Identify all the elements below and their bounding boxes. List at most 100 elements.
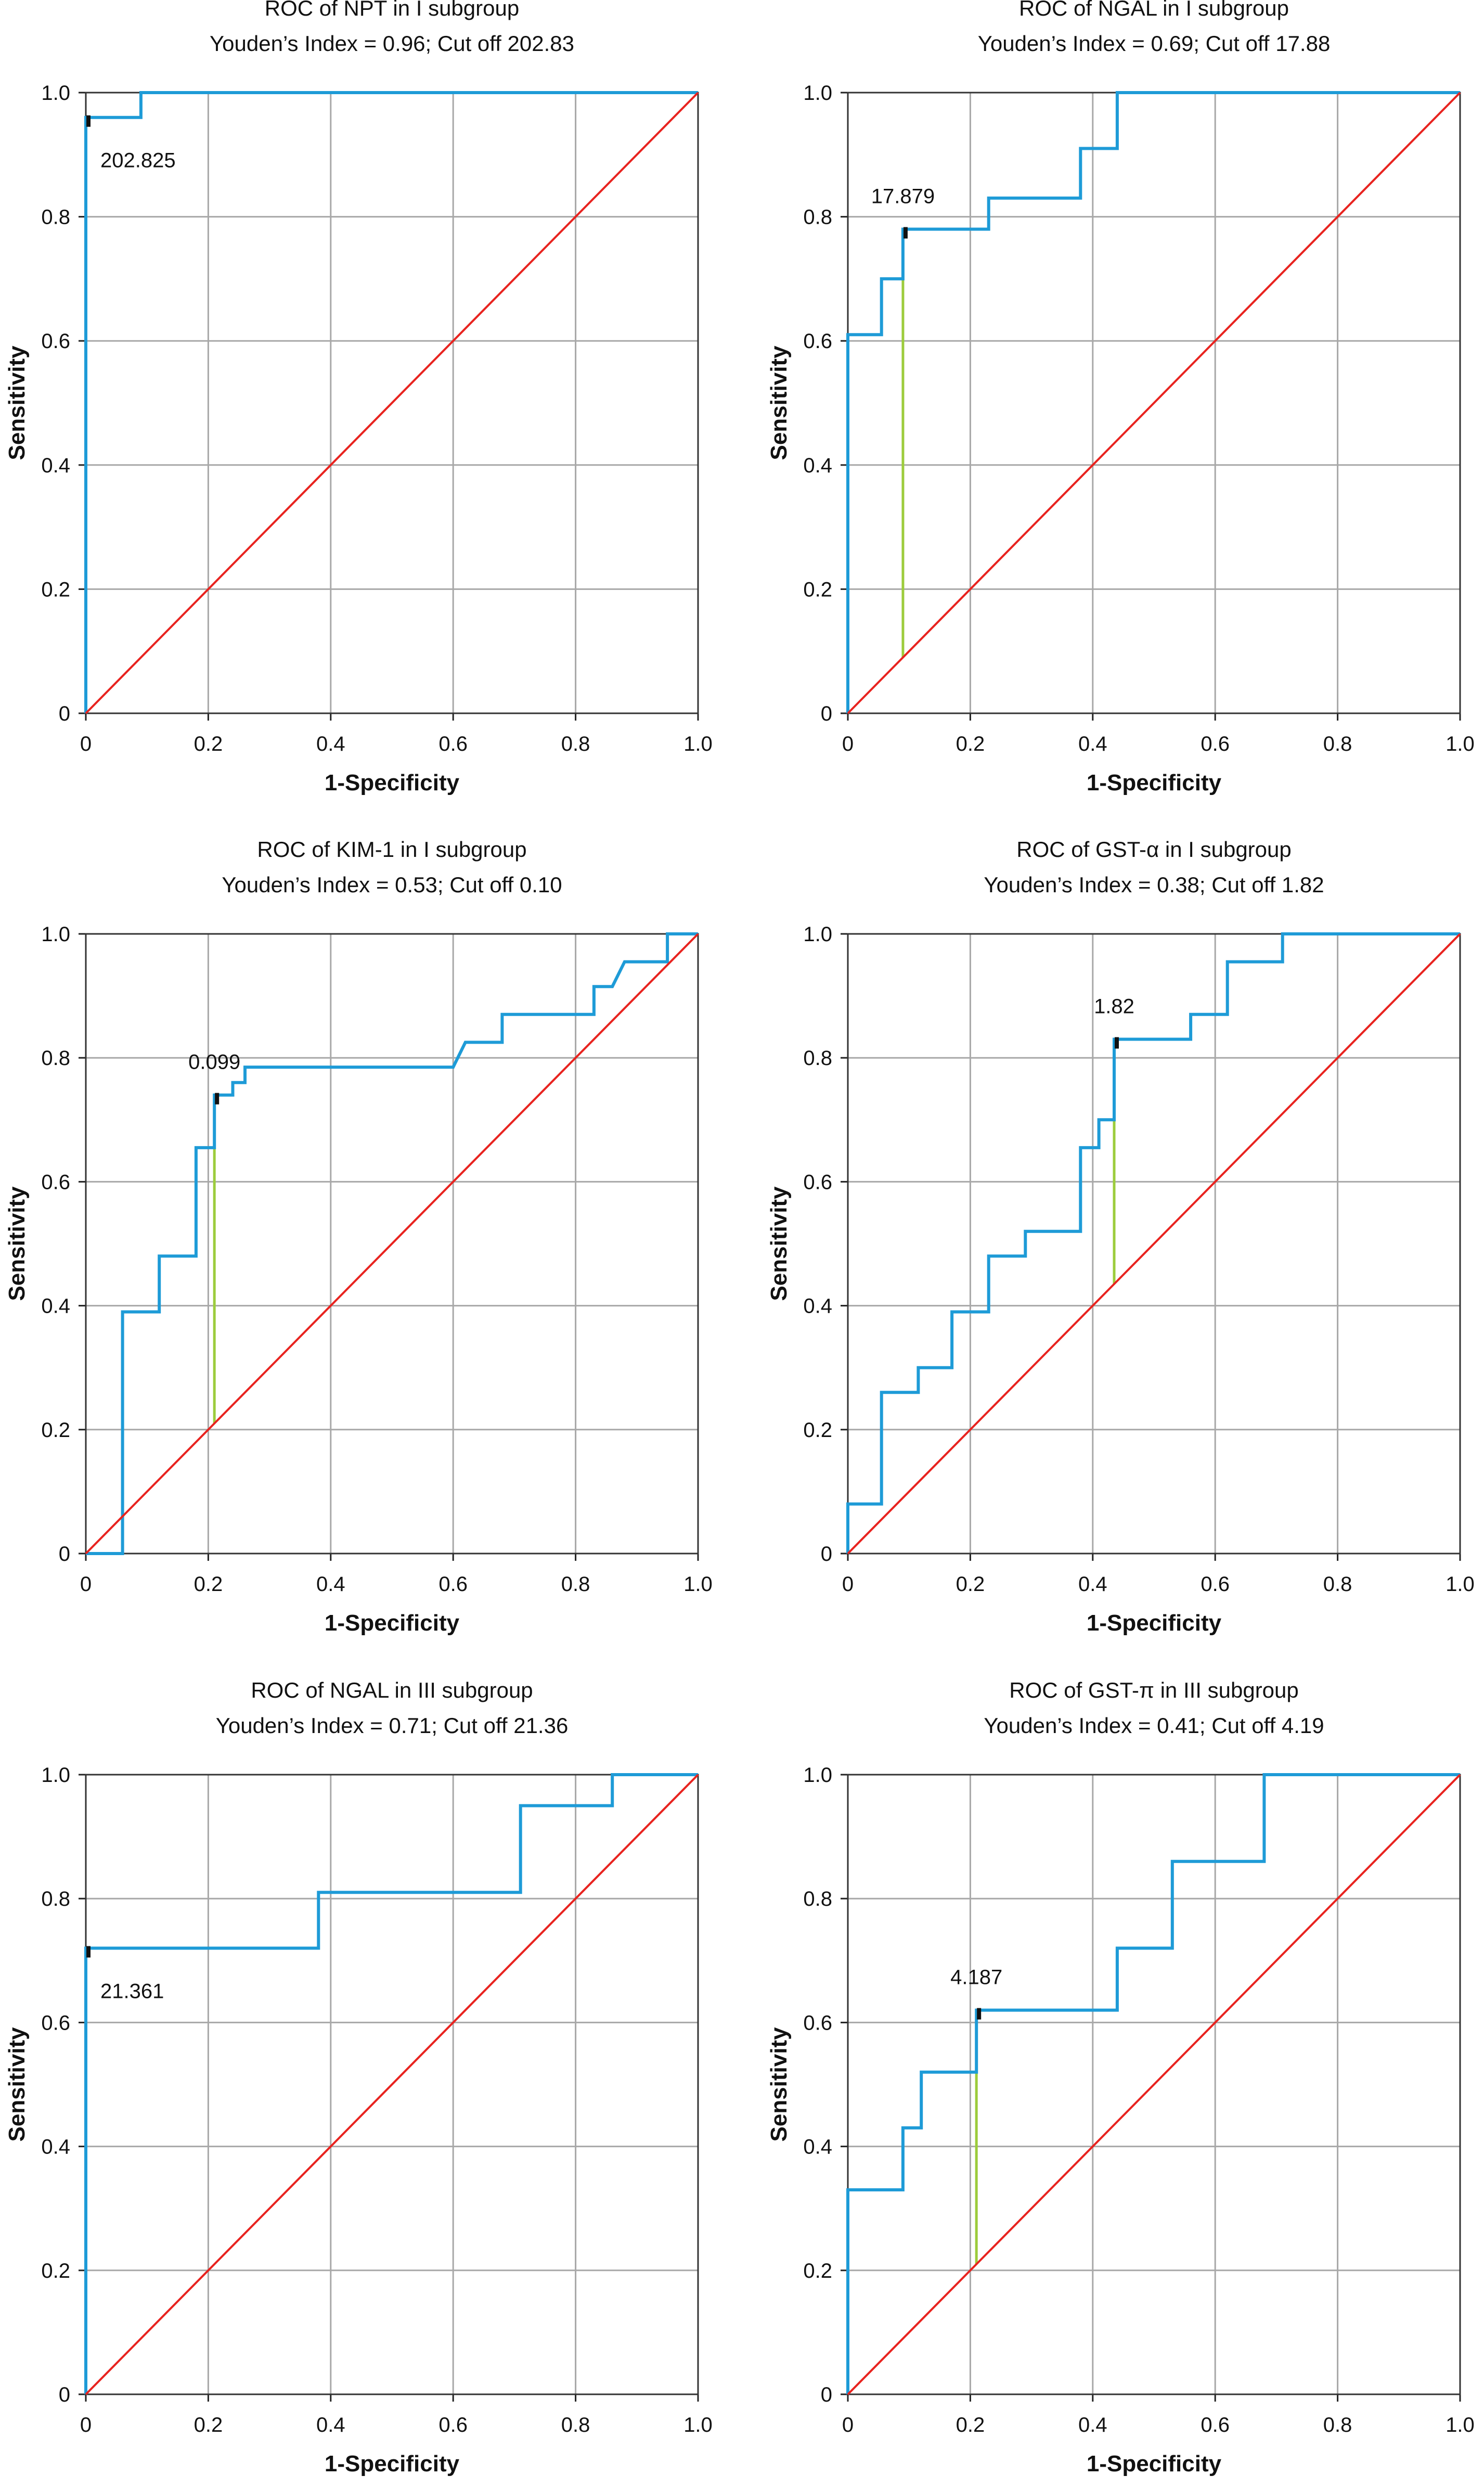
x-tick-label: 0 [80,1573,92,1596]
y-tick-label: 0.2 [41,2260,70,2282]
y-tick-label: 1.0 [41,923,70,946]
chart-title: ROC of NGAL in III subgroup [251,1678,533,1702]
y-tick-label: 1.0 [803,82,832,105]
reference-diagonal [85,933,699,1555]
x-tick-label: 0.4 [1078,1573,1107,1596]
chart-subtitle: Youden’s Index = 0.41; Cut off 4.19 [984,1713,1324,1738]
chart-subtitle: Youden’s Index = 0.53; Cut off 0.10 [222,873,562,897]
x-tick-label: 0 [80,733,92,755]
y-tick-label: 1.0 [41,82,70,105]
x-tick-label: 0.8 [561,733,590,755]
x-tick-label: 0.4 [1078,733,1107,755]
chart-subtitle: Youden’s Index = 0.38; Cut off 1.82 [984,873,1324,897]
cutoff-marker [1114,1037,1119,1049]
x-tick-label: 0.4 [316,2414,345,2436]
y-tick-label: 0.6 [803,1171,832,1194]
x-tick-label: 0.4 [316,1573,345,1596]
roc-panel-6: ROC of GST-π in III subgroup Youden’s Ind… [766,1678,1475,2477]
x-tick-label: 0.4 [1078,2414,1107,2436]
x-tick-label: 0.8 [1323,733,1352,755]
cutoff-label: 0.099 [188,1051,240,1074]
roc-curve [846,1773,1460,2394]
x-tick-label: 1.0 [1446,2414,1475,2436]
y-tick-label: 0.4 [41,1295,70,1318]
x-axis-label: 1-Specificity [1087,2451,1222,2477]
y-tick-label: 0.2 [803,578,832,601]
chart-title: ROC of KIM-1 in I subgroup [257,837,526,862]
cutoff-marker [215,1093,220,1105]
cutoff-label: 1.82 [1094,995,1134,1018]
y-tick-label: 0.2 [803,2260,832,2282]
cutoff-marker [86,1946,91,1958]
y-tick-label: 1.0 [41,1764,70,1787]
plot-frame [847,933,1461,1555]
chart-title: ROC of GST-π in III subgroup [1009,1678,1299,1702]
y-axis-label: Sensitivity [4,1186,30,1301]
roc-curve [84,91,698,713]
x-axis-label: 1-Specificity [1087,770,1222,796]
cutoff-label: 4.187 [950,1966,1002,1989]
y-tick-label: 0.8 [803,1888,832,1910]
y-tick-label: 0.6 [803,2011,832,2034]
x-tick-label: 0.8 [561,1573,590,1596]
x-tick-label: 1.0 [683,2414,713,2436]
y-axis-label: Sensitivity [766,1186,792,1301]
y-tick-label: 0.8 [41,206,70,229]
x-tick-label: 0.2 [956,733,985,755]
reference-diagonal [847,933,1461,1555]
roc-panel-1: ROC of NPT in I subgroup Youden’s Index =… [4,0,713,796]
y-tick-label: 0.4 [41,2136,70,2159]
x-tick-label: 0.8 [1323,1573,1352,1596]
x-axis-label: 1-Specificity [325,1610,460,1636]
y-tick-label: 0.6 [803,330,832,353]
y-tick-label: 0.2 [803,1419,832,1442]
x-axis-label: 1-Specificity [1087,1610,1222,1636]
y-axis-label: Sensitivity [4,2027,30,2142]
y-tick-label: 0 [821,1543,832,1566]
chart-subtitle: Youden’s Index = 0.71; Cut off 21.36 [216,1713,569,1738]
y-tick-label: 0 [59,702,70,725]
x-tick-label: 0.6 [438,2414,468,2436]
x-tick-label: 0.6 [1201,1573,1230,1596]
y-tick-label: 0.4 [41,454,70,477]
x-axis-label: 1-Specificity [325,770,460,796]
y-axis-label: Sensitivity [766,345,792,460]
chart-title: ROC of NGAL in I subgroup [1019,0,1289,20]
roc-curve [84,1773,698,2394]
x-axis-label: 1-Specificity [325,2451,460,2477]
y-tick-label: 0 [821,2383,832,2406]
x-tick-label: 0.2 [956,2414,985,2436]
y-tick-label: 0.4 [803,1295,832,1318]
chart-title: ROC of NPT in I subgroup [265,0,519,20]
x-tick-label: 1.0 [1446,733,1475,755]
cutoff-marker [977,2008,982,2020]
roc-panel-2: ROC of NGAL in I subgroup Youden’s Index … [766,0,1475,796]
x-tick-label: 0.6 [1201,2414,1230,2436]
cutoff-label: 21.361 [100,1980,164,2003]
y-tick-label: 0.4 [803,2136,832,2159]
y-axis-label: Sensitivity [4,345,30,460]
y-tick-label: 0.8 [41,1047,70,1070]
chart-subtitle: Youden’s Index = 0.96; Cut off 202.83 [210,31,574,56]
y-tick-label: 0.8 [803,1047,832,1070]
roc-curve [846,91,1460,713]
y-tick-label: 0.8 [41,1888,70,1910]
x-tick-label: 0.8 [1323,2414,1352,2436]
x-tick-label: 0.2 [194,1573,223,1596]
y-tick-label: 0.4 [803,454,832,477]
cutoff-label: 17.879 [871,185,935,208]
plot-frame [847,1774,1461,2395]
x-tick-label: 1.0 [683,733,713,755]
reference-diagonal [85,92,699,714]
chart-subtitle: Youden’s Index = 0.69; Cut off 17.88 [978,31,1331,56]
reference-diagonal [847,92,1461,714]
reference-diagonal [847,1774,1461,2395]
roc-curve [846,932,1460,1554]
x-tick-label: 0 [842,1573,854,1596]
y-tick-label: 0.6 [41,1171,70,1194]
y-tick-label: 0.2 [41,1419,70,1442]
y-tick-label: 0.6 [41,2011,70,2034]
cutoff-marker [86,115,91,127]
roc-panel-5: ROC of NGAL in III subgroup Youden’s Inde… [4,1678,713,2477]
